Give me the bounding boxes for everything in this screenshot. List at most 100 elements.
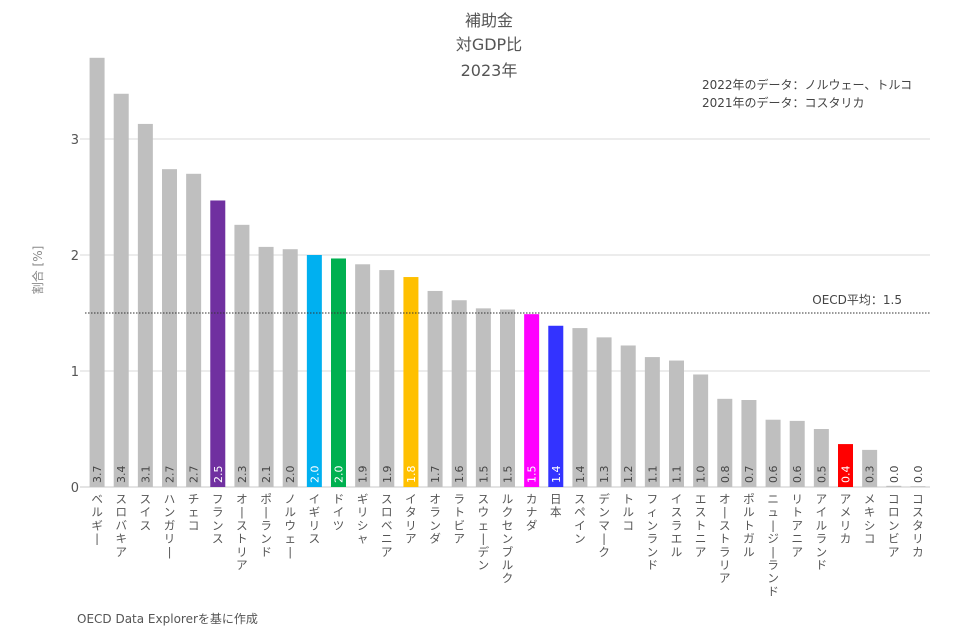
x-category-label: スロバキア bbox=[115, 492, 127, 559]
x-category-label: ベルギ| bbox=[91, 492, 103, 546]
x-category-label: コスタリカ bbox=[912, 492, 924, 559]
y-tick-label: 0 bbox=[71, 481, 79, 496]
bar bbox=[137, 123, 153, 488]
x-category-label: チェコ bbox=[188, 492, 200, 532]
x-category-label: スイス bbox=[140, 492, 152, 532]
bar bbox=[717, 398, 733, 487]
bar-value-label: 0.4 bbox=[840, 466, 853, 484]
bar bbox=[644, 357, 660, 487]
bars: 3.7 3.4 3.1 2.7 2.7 2.5 2.3 2.1 2.0 2.0 2.0 1.9 1.9 1… bbox=[89, 57, 926, 488]
bar bbox=[210, 200, 226, 488]
bar bbox=[427, 290, 443, 487]
bar-value-label: 0.5 bbox=[815, 466, 828, 484]
x-category-label: ドイツ bbox=[333, 492, 345, 532]
x-category-label: オランダ bbox=[429, 492, 441, 546]
x-category-label: ラトビア bbox=[453, 492, 465, 546]
bar bbox=[186, 173, 202, 488]
x-category-label: ポルトガル bbox=[743, 492, 755, 559]
oecd-average-label: OECD平均：1.5 bbox=[812, 293, 902, 307]
x-category-label: ポ|ランド bbox=[260, 492, 272, 559]
x-category-label: トルコ bbox=[622, 492, 634, 532]
x-category-label: エストニア bbox=[695, 492, 707, 559]
bar-value-label: 3.4 bbox=[115, 466, 128, 484]
bar-value-label: 0.6 bbox=[791, 466, 804, 484]
bar bbox=[620, 345, 636, 487]
x-category-label: スロベニア bbox=[381, 492, 393, 559]
bar-value-label: 2.5 bbox=[212, 466, 225, 484]
note-2022: 2022年のデータ：ノルウェー、トルコ bbox=[702, 77, 912, 92]
bar bbox=[331, 258, 346, 487]
title-line-1: 補助金 bbox=[465, 11, 513, 30]
bar-value-label: 1.3 bbox=[598, 466, 611, 484]
title-line-3: 2023年 bbox=[461, 61, 518, 80]
bar bbox=[403, 277, 419, 487]
bar-value-label: 1.8 bbox=[405, 466, 418, 484]
x-category-label: ハンガリ| bbox=[164, 492, 176, 559]
bar bbox=[862, 449, 878, 487]
bar-value-label: 1.5 bbox=[526, 466, 539, 484]
bar-value-label: 1.1 bbox=[646, 466, 659, 484]
bar-value-label: 0.0 bbox=[912, 466, 925, 484]
bar bbox=[741, 400, 757, 487]
bar bbox=[693, 374, 709, 487]
bar bbox=[89, 57, 105, 488]
bar-value-label: 0.8 bbox=[719, 466, 732, 484]
x-category-label: イスラエル bbox=[671, 492, 683, 559]
bar bbox=[258, 246, 274, 487]
bar-value-label: 1.1 bbox=[671, 466, 684, 484]
x-category-label: ギリシャ bbox=[357, 492, 369, 546]
y-axis-label: 割合 [%] bbox=[30, 246, 45, 295]
bar-value-label: 1.5 bbox=[502, 466, 515, 484]
y-tick-label: 3 bbox=[71, 133, 79, 148]
oecd-average-line-group: OECD平均：1.5 bbox=[85, 293, 930, 314]
x-category-label: 日本 bbox=[550, 492, 562, 519]
bar-value-label: 2.1 bbox=[260, 466, 273, 484]
bar-value-label: 0.0 bbox=[888, 466, 901, 484]
y-ticks: 0 1 2 3 bbox=[71, 133, 79, 496]
bar-value-label: 0.3 bbox=[864, 466, 877, 484]
bar-value-label: 3.7 bbox=[91, 466, 104, 484]
bar-value-label: 0.6 bbox=[767, 466, 780, 484]
x-category-label: スペイン bbox=[574, 492, 586, 546]
bar bbox=[910, 486, 926, 487]
x-category-label: カナダ bbox=[526, 492, 538, 532]
chart-title: 補助金 対GDP比 2023年 bbox=[456, 11, 522, 80]
y-tick-label: 1 bbox=[71, 365, 79, 380]
x-category-label: アメリカ bbox=[840, 492, 852, 546]
bar bbox=[500, 309, 515, 487]
bar-value-label: 2.0 bbox=[284, 466, 297, 484]
x-category-label: ニュ|ジ|ランド bbox=[767, 492, 779, 598]
x-category-label: リトアニア bbox=[791, 492, 803, 559]
bar bbox=[234, 224, 250, 487]
x-category-label: デンマ|ク bbox=[598, 492, 610, 559]
bar bbox=[838, 444, 853, 487]
x-category-label: イギリス bbox=[309, 492, 321, 546]
x-category-label: スウェ|デン bbox=[478, 492, 490, 572]
x-category-label: オ|ストリア bbox=[236, 492, 248, 572]
bar-value-label: 2.7 bbox=[188, 466, 201, 484]
bar bbox=[572, 328, 588, 487]
x-category-label: イタリア bbox=[405, 492, 417, 546]
x-category-label: ルクセンブルク bbox=[502, 492, 514, 585]
bar bbox=[113, 93, 129, 487]
bar-value-label: 3.1 bbox=[139, 466, 152, 484]
bar-value-label: 1.7 bbox=[429, 466, 442, 484]
x-category-label: メキシコ bbox=[864, 492, 876, 546]
bar-value-label: 2.0 bbox=[308, 466, 321, 484]
bar bbox=[451, 300, 467, 487]
bar bbox=[669, 360, 684, 487]
title-line-2: 対GDP比 bbox=[456, 35, 522, 54]
bar-value-label: 1.5 bbox=[477, 466, 490, 484]
data-notes: 2022年のデータ：ノルウェー、トルコ 2021年のデータ：コスタリカ bbox=[702, 77, 912, 110]
bar bbox=[162, 169, 177, 487]
bar bbox=[282, 249, 298, 487]
x-category-label: フランス bbox=[212, 492, 224, 546]
bar bbox=[355, 264, 371, 487]
bar-value-label: 2.0 bbox=[333, 466, 346, 484]
bar bbox=[886, 485, 902, 487]
bar bbox=[765, 419, 781, 487]
y-tick-label: 2 bbox=[71, 249, 79, 264]
x-category-label: オ|ストラリア bbox=[719, 492, 731, 585]
bar bbox=[379, 270, 395, 487]
bar-value-label: 1.2 bbox=[622, 466, 635, 484]
